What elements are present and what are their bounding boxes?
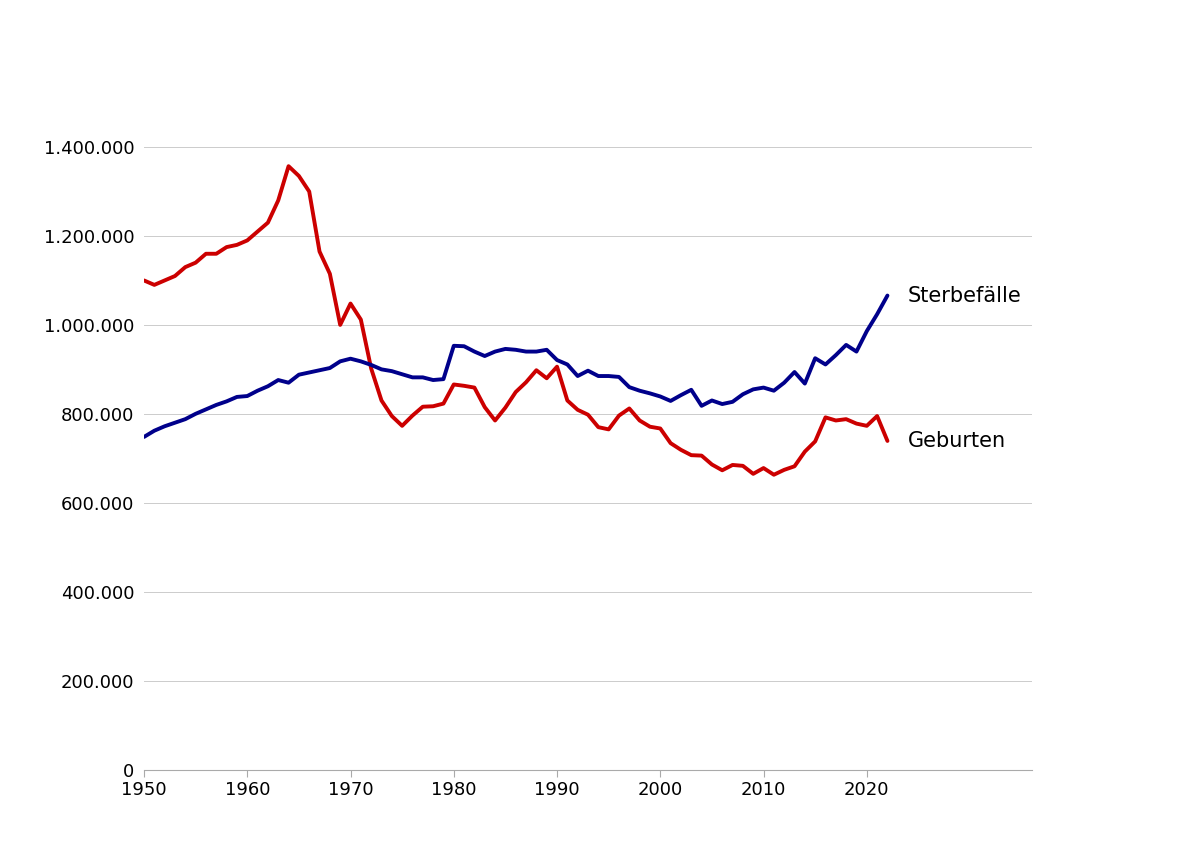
Text: Geburten: Geburten [908,431,1007,451]
Text: Sterbefälle: Sterbefälle [908,286,1022,305]
